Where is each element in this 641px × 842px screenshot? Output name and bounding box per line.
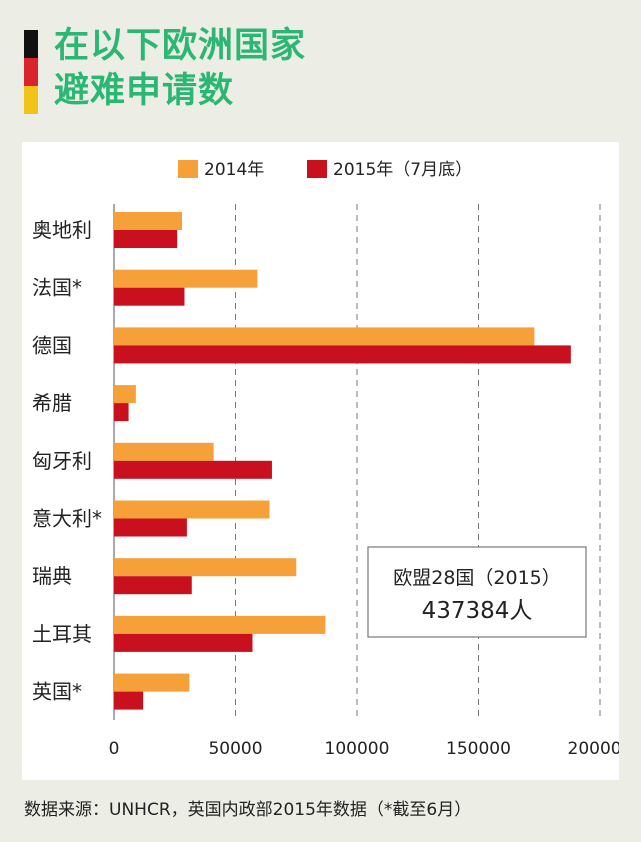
category-label: 奥地利 <box>32 218 92 242</box>
category-label: 土耳其 <box>32 622 92 646</box>
legend-label: 2015年（7月底） <box>333 160 472 180</box>
bar <box>114 269 258 288</box>
title-line-1: 在以下欧洲国家 <box>54 26 307 66</box>
x-tick-label: 100000 <box>325 739 390 759</box>
bar <box>114 230 178 248</box>
bar <box>114 327 535 346</box>
category-label: 意大利* <box>32 507 102 531</box>
bar <box>114 345 571 364</box>
legend-swatch <box>307 160 327 178</box>
chart-card: 2014年 2015年（7月底） 奥地利法国* 德国希腊匈牙利意大利* 瑞典土耳其英国*… <box>22 142 619 780</box>
germany-flag-icon <box>24 30 38 114</box>
bar <box>114 691 144 710</box>
bar <box>114 615 326 634</box>
category-label: 法国* <box>32 276 82 300</box>
bar <box>114 212 183 230</box>
bar <box>114 576 192 595</box>
legend-swatch <box>178 160 198 178</box>
category-label: 希腊 <box>32 391 72 415</box>
x-tick-label: 0 <box>109 739 120 759</box>
category-label: 英国* <box>32 680 82 704</box>
bar <box>114 460 272 479</box>
chart-title: 在以下欧洲国家 避难申请数 <box>54 24 306 114</box>
annotation-line-2: 437384人 <box>422 598 533 624</box>
bar <box>114 403 129 422</box>
x-tick-label: 150000 <box>446 739 511 759</box>
bar <box>114 385 136 404</box>
flag-stripe-gold <box>24 86 38 114</box>
x-tick-label: 50000 <box>208 739 262 759</box>
category-label: 德国 <box>32 333 72 357</box>
bar <box>114 500 270 519</box>
category-label: 匈牙利 <box>32 449 92 473</box>
category-label: 瑞典 <box>32 564 72 588</box>
bar <box>114 558 297 577</box>
bar <box>114 287 185 306</box>
flag-stripe-red <box>24 58 38 86</box>
annotation-box <box>367 546 587 638</box>
bar <box>114 518 187 537</box>
bar <box>114 633 253 652</box>
legend-label: 2014年 <box>204 160 264 180</box>
annotation-line-1: 欧盟28国（2015） <box>393 567 561 589</box>
source-note: 数据来源：UNHCR，英国内政部2015年数据（*截至6月） <box>24 800 472 820</box>
title-line-2: 避难申请数 <box>54 71 235 111</box>
x-tick-label: 200000 <box>568 739 619 759</box>
bar <box>114 673 190 692</box>
bar <box>114 442 214 461</box>
flag-stripe-black <box>24 30 38 58</box>
